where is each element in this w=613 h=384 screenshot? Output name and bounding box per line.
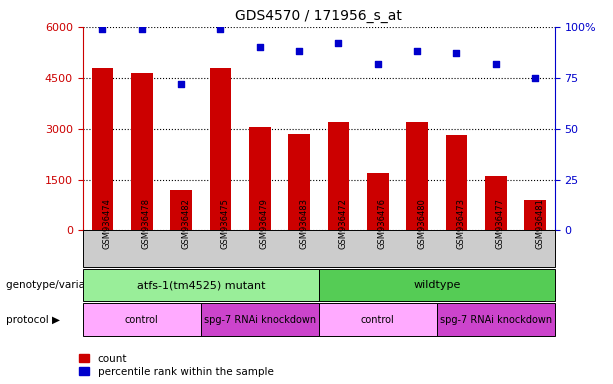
Bar bbox=[485, 176, 506, 230]
Text: genotype/variation ▶: genotype/variation ▶ bbox=[6, 280, 116, 290]
Text: GSM936479: GSM936479 bbox=[260, 198, 268, 249]
Bar bbox=[131, 73, 153, 230]
Text: GSM936478: GSM936478 bbox=[142, 198, 151, 249]
Text: GSM936482: GSM936482 bbox=[181, 198, 190, 249]
Point bbox=[294, 48, 304, 55]
Bar bbox=[249, 127, 270, 230]
Point bbox=[176, 81, 186, 87]
Text: protocol ▶: protocol ▶ bbox=[6, 314, 60, 325]
Text: spg-7 RNAi knockdown: spg-7 RNAi knockdown bbox=[440, 314, 552, 325]
Bar bbox=[406, 122, 428, 230]
Bar bbox=[327, 122, 349, 230]
Text: GSM936477: GSM936477 bbox=[496, 198, 504, 249]
Bar bbox=[91, 68, 113, 230]
Text: GSM936483: GSM936483 bbox=[299, 198, 308, 249]
Text: GSM936475: GSM936475 bbox=[221, 198, 229, 249]
Bar bbox=[446, 136, 467, 230]
Point bbox=[373, 60, 383, 66]
Point bbox=[530, 74, 540, 81]
Bar bbox=[524, 200, 546, 230]
Point bbox=[412, 48, 422, 55]
Text: GSM936476: GSM936476 bbox=[378, 198, 387, 249]
Text: GSM936481: GSM936481 bbox=[535, 198, 544, 249]
Point bbox=[216, 26, 226, 32]
Bar bbox=[210, 68, 231, 230]
Point bbox=[491, 60, 501, 66]
Bar bbox=[367, 173, 389, 230]
Point bbox=[97, 26, 107, 32]
Text: GSM936480: GSM936480 bbox=[417, 198, 426, 249]
Text: atfs-1(tm4525) mutant: atfs-1(tm4525) mutant bbox=[137, 280, 265, 290]
Bar bbox=[170, 190, 192, 230]
Text: GSM936472: GSM936472 bbox=[338, 198, 348, 249]
Text: spg-7 RNAi knockdown: spg-7 RNAi knockdown bbox=[204, 314, 316, 325]
Text: wildtype: wildtype bbox=[413, 280, 460, 290]
Point bbox=[333, 40, 343, 46]
Point bbox=[255, 44, 265, 50]
Text: control: control bbox=[361, 314, 395, 325]
Legend: count, percentile rank within the sample: count, percentile rank within the sample bbox=[78, 354, 273, 377]
Text: GSM936474: GSM936474 bbox=[102, 198, 112, 249]
Text: GSM936473: GSM936473 bbox=[457, 198, 465, 249]
Point bbox=[137, 26, 147, 32]
Point bbox=[452, 50, 462, 56]
Text: control: control bbox=[125, 314, 159, 325]
Bar bbox=[288, 134, 310, 230]
Title: GDS4570 / 171956_s_at: GDS4570 / 171956_s_at bbox=[235, 9, 402, 23]
